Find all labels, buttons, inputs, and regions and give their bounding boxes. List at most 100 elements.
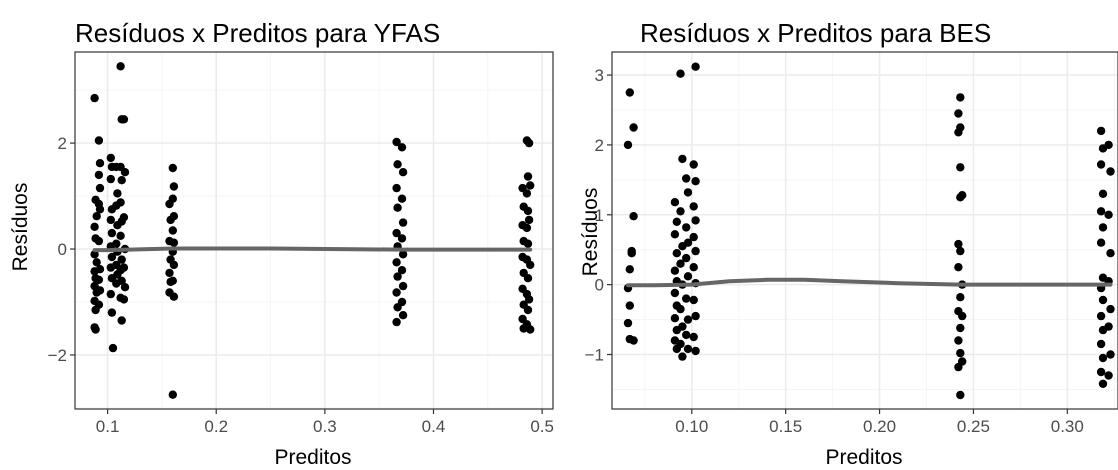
yfas-data-point — [94, 136, 104, 145]
yfas-data-point — [393, 272, 402, 281]
yfas-data-point — [119, 213, 129, 222]
bes-data-point — [1096, 160, 1106, 169]
bes-data-point — [954, 239, 963, 249]
bes-data-point — [689, 202, 698, 211]
bes-data-point — [954, 263, 963, 272]
bes-data-point — [954, 109, 963, 118]
yfas-data-point — [106, 153, 116, 163]
yfas-data-point — [168, 163, 177, 173]
bes-data-point — [691, 311, 700, 321]
yfas-data-point — [90, 93, 99, 103]
yfas-data-point — [92, 258, 101, 267]
bes-data-point — [625, 265, 634, 274]
yfas-data-point — [168, 276, 177, 285]
bes-data-point — [956, 246, 965, 256]
yfas-data-point — [168, 194, 177, 203]
yfas-data-point — [95, 286, 105, 295]
bes-data-point — [678, 322, 687, 331]
yfas-data-point — [119, 295, 129, 304]
yfas-data-point — [117, 316, 126, 325]
bes-data-point — [629, 336, 638, 345]
bes-data-point — [1106, 167, 1115, 176]
bes-data-point — [683, 238, 693, 247]
yfas-data-point — [398, 311, 408, 320]
bes-panel: Resíduos x Preditos para BES Preditos Re… — [579, 18, 1118, 469]
bes-data-point — [682, 330, 691, 340]
yfas-data-point — [523, 274, 533, 283]
bes-data-point — [956, 193, 965, 202]
bes-y-tick-label: 1 — [595, 206, 604, 225]
bes-data-point — [670, 230, 680, 239]
bes-data-point — [691, 346, 700, 356]
yfas-data-point — [117, 176, 126, 185]
yfas-data-point — [92, 212, 101, 221]
bes-data-point — [691, 62, 700, 71]
yfas-data-point — [168, 226, 177, 235]
yfas-data-point — [169, 182, 179, 191]
yfas-x-tick-label: 0.5 — [530, 417, 554, 436]
yfas-data-point — [120, 168, 130, 177]
bes-data-point — [623, 140, 633, 150]
bes-data-point — [689, 263, 698, 272]
yfas-smooth-line — [92, 246, 533, 253]
yfas-data-point — [94, 300, 104, 309]
bes-data-point — [1098, 295, 1108, 305]
yfas-x-tick-label: 0.2 — [204, 417, 228, 436]
yfas-data-point — [397, 266, 407, 275]
yfas-data-point — [91, 325, 100, 334]
yfas-data-point — [116, 198, 125, 207]
bes-data-point — [691, 246, 700, 256]
bes-chart-title: Resíduos x Preditos para BES — [640, 18, 991, 48]
yfas-data-point — [523, 206, 533, 216]
bes-data-point — [1098, 189, 1108, 198]
yfas-data-point — [106, 174, 116, 184]
bes-data-point — [1096, 126, 1106, 136]
yfas-data-point — [524, 138, 534, 148]
yfas-data-point — [113, 189, 122, 198]
yfas-chart-title: Resíduos x Preditos para YFAS — [75, 18, 440, 48]
bes-data-point — [678, 352, 687, 361]
bes-data-point — [1106, 350, 1115, 359]
yfas-plot-background — [75, 52, 553, 409]
yfas-data-point — [524, 215, 534, 225]
yfas-data-point — [90, 222, 99, 231]
bes-data-point — [670, 288, 680, 298]
yfas-data-point — [392, 258, 401, 267]
yfas-data-point — [393, 160, 402, 169]
yfas-data-point — [106, 289, 116, 299]
yfas-data-point — [169, 292, 179, 301]
bes-data-point — [954, 128, 963, 137]
yfas-data-point — [95, 205, 105, 214]
yfas-data-point — [165, 268, 174, 278]
yfas-data-point — [392, 317, 401, 327]
yfas-data-point — [523, 239, 533, 248]
yfas-panel: Resíduos x Preditos para YFAS Preditos R… — [9, 18, 554, 469]
yfas-data-point — [95, 183, 105, 193]
bes-data-point — [676, 69, 685, 78]
yfas-data-point — [397, 194, 407, 203]
bes-data-point — [676, 207, 685, 216]
bes-data-point — [689, 232, 698, 242]
bes-data-point — [1104, 140, 1113, 150]
bes-data-point — [683, 315, 693, 324]
bes-data-point — [956, 93, 965, 102]
bes-gridlines — [612, 52, 1118, 409]
bes-data-point — [678, 154, 687, 164]
bes-data-point — [670, 266, 680, 275]
bes-x-tick-label: 0.30 — [1051, 417, 1084, 436]
bes-data-point — [954, 362, 963, 372]
bes-data-point — [676, 339, 685, 349]
bes-data-point — [1104, 210, 1113, 219]
bes-data-point — [1106, 249, 1115, 258]
bes-y-tick-label: 2 — [595, 136, 604, 155]
yfas-data-point — [90, 250, 99, 259]
yfas-data-point — [169, 238, 179, 247]
bes-x-tick-label: 0.15 — [769, 417, 802, 436]
bes-data-point — [691, 177, 700, 186]
yfas-x-axis-title: Preditos — [274, 446, 351, 469]
bes-data-point — [1096, 311, 1106, 321]
bes-data-point — [627, 249, 636, 258]
yfas-data-point — [95, 159, 105, 168]
yfas-data-point — [107, 252, 117, 262]
